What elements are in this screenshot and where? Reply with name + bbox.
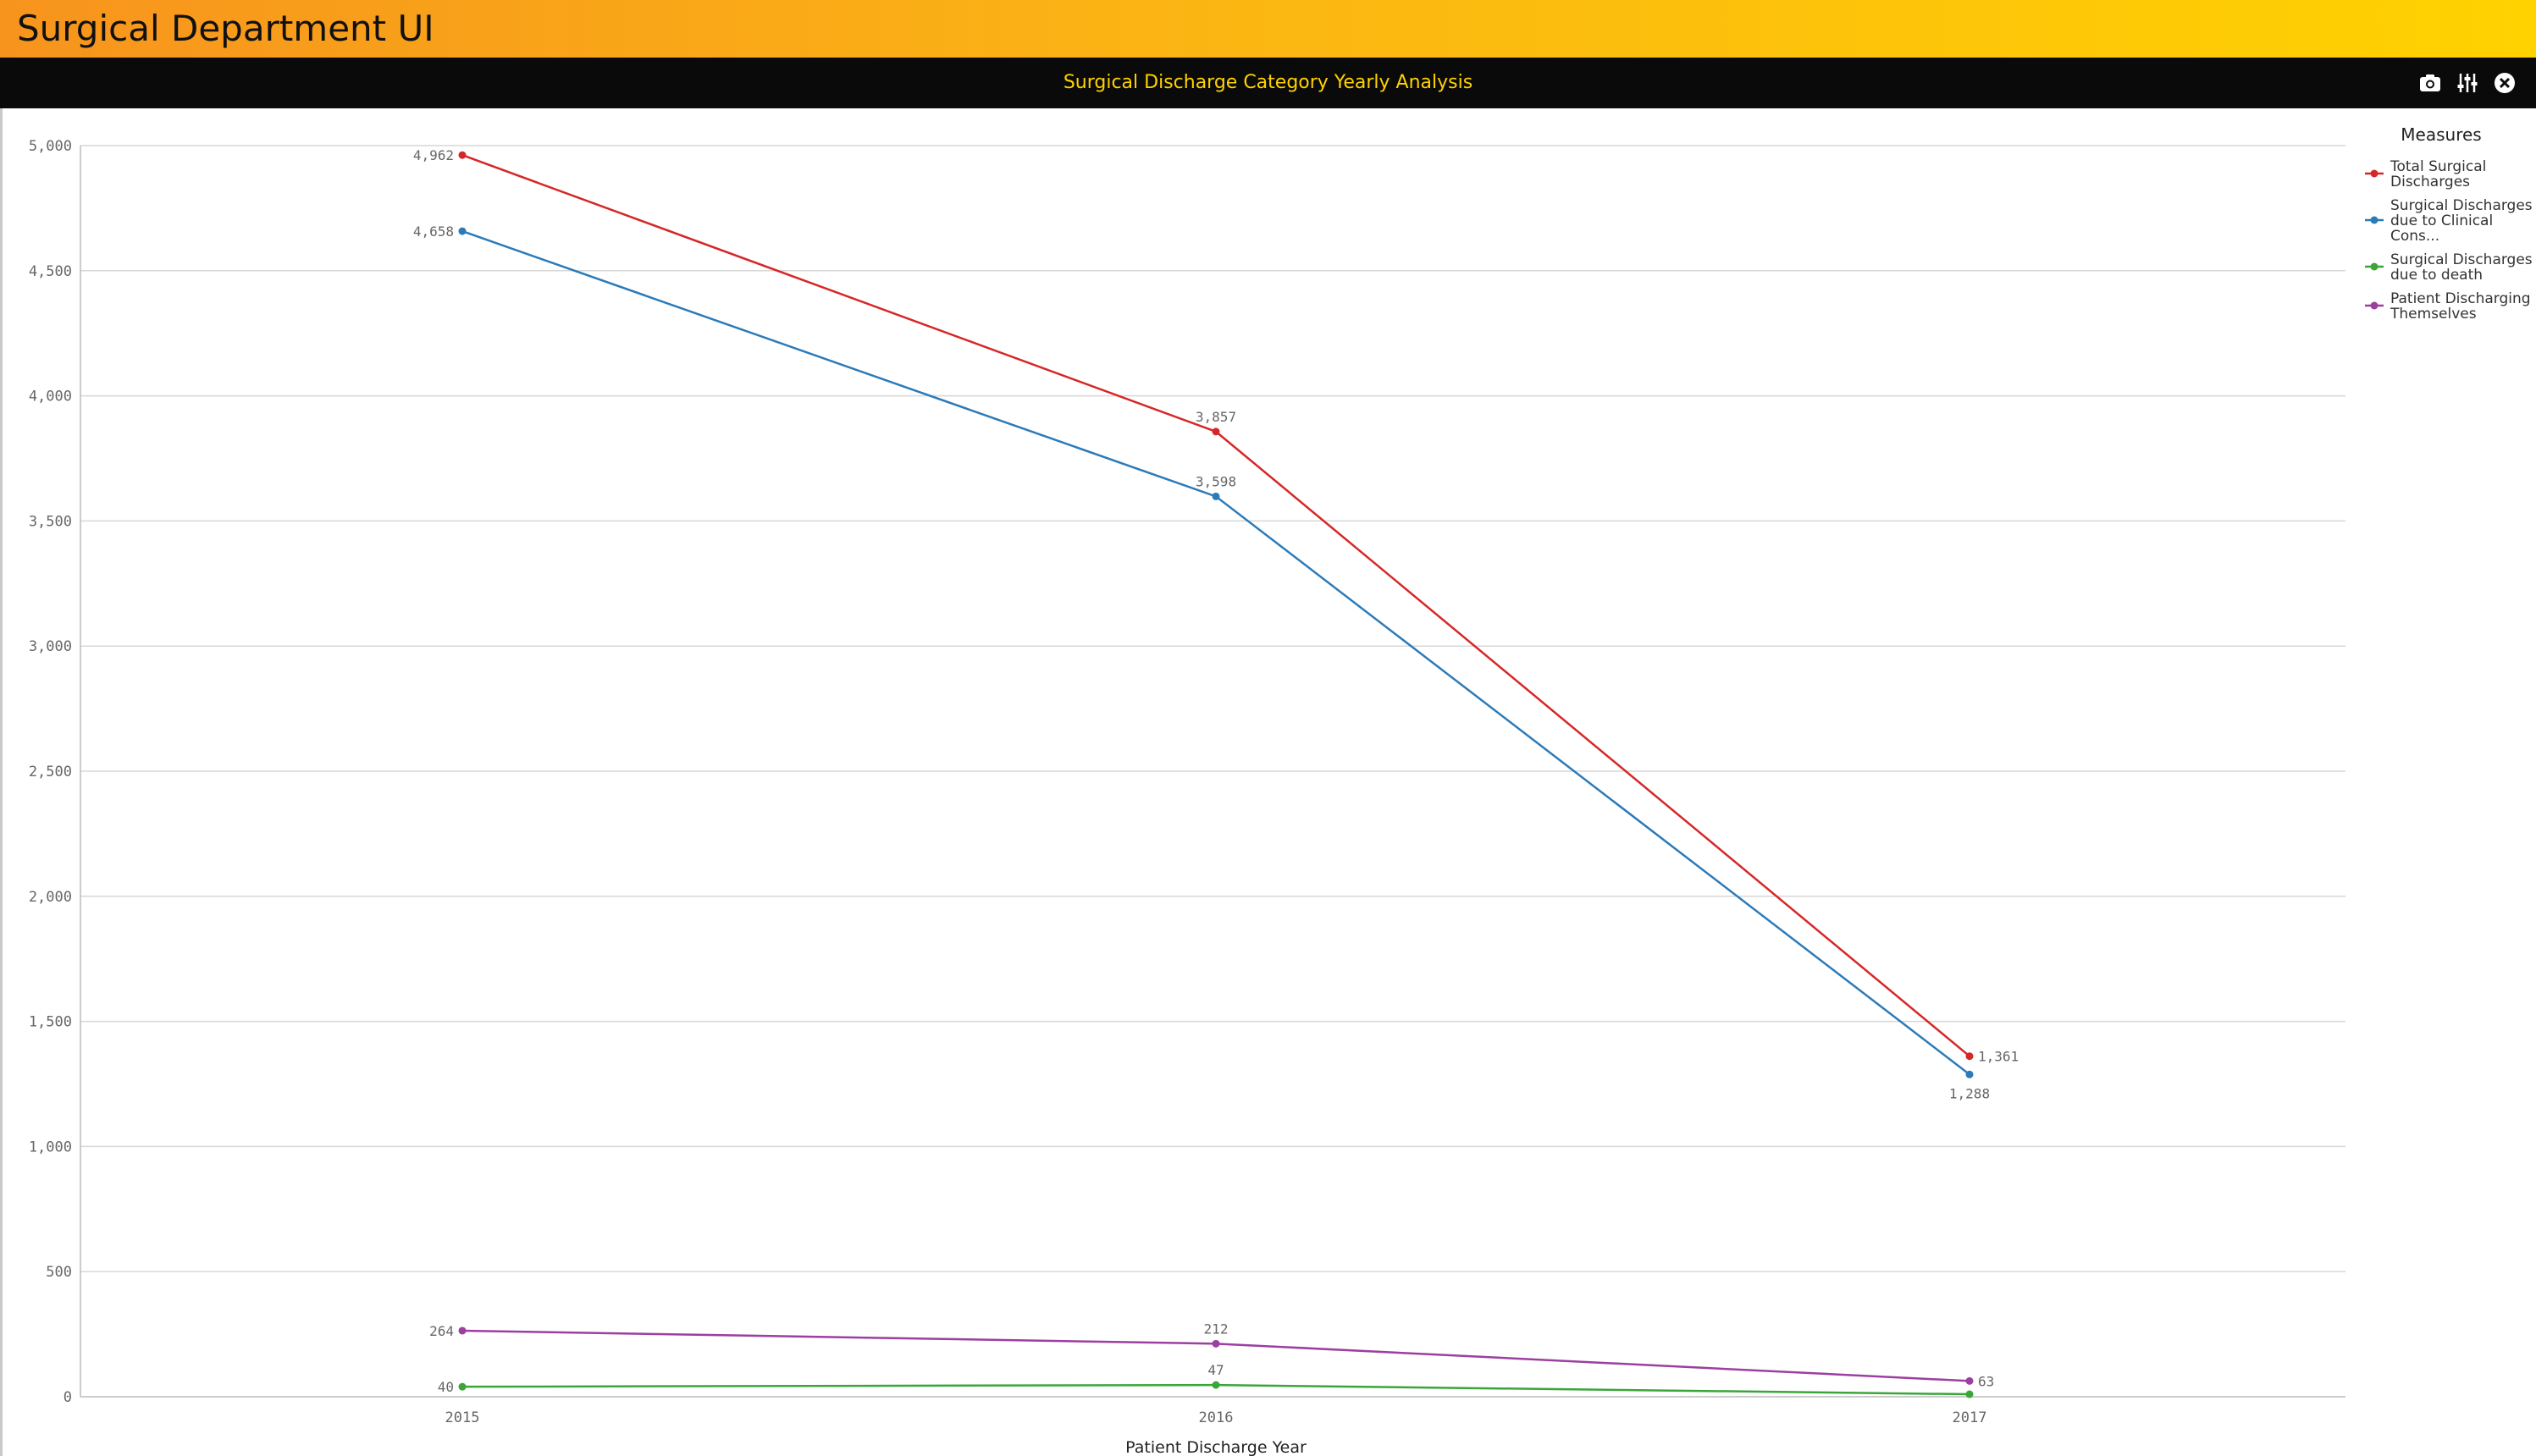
app-header: Surgical Department UI <box>0 0 2536 58</box>
y-tick-label: 2,000 <box>29 889 72 906</box>
data-label: 3,598 <box>1196 473 1236 489</box>
data-point <box>1965 1070 1974 1078</box>
camera-icon[interactable] <box>2417 70 2443 96</box>
legend-entry-text: due to Clinical <box>2390 212 2493 229</box>
data-label: 63 <box>1978 1373 1994 1389</box>
legend-swatch-dot <box>2370 262 2379 271</box>
data-point <box>1212 1381 1220 1389</box>
legend-entry-text: Discharges <box>2390 174 2470 190</box>
data-label: 4,962 <box>413 147 454 163</box>
x-tick-label: 2017 <box>1953 1409 1987 1426</box>
y-tick-label: 5,000 <box>29 138 72 155</box>
y-tick-label: 4,500 <box>29 263 72 280</box>
panel-title: Surgical Discharge Category Yearly Analy… <box>1063 72 1473 93</box>
legend-entry-text: Surgical Discharges <box>2390 197 2533 214</box>
legend-swatch-dot <box>2370 301 2379 310</box>
data-label: 264 <box>429 1323 454 1339</box>
legend-entry-text: Total Surgical <box>2390 158 2486 175</box>
y-tick-label: 3,000 <box>29 638 72 655</box>
data-point <box>1965 1052 1974 1061</box>
data-label: 40 <box>438 1379 454 1395</box>
app-title: Surgical Department UI <box>17 8 434 49</box>
chart-container: 0 500 1,000 1,500 2,000 2,500 3,000 3,500 4,000 4… <box>0 108 2536 1456</box>
legend-entry-text: Surgical Discharges <box>2390 251 2533 268</box>
legend-entry-text: Themselves <box>2390 306 2477 323</box>
data-label: 1,361 <box>1978 1049 2019 1065</box>
data-point <box>1965 1390 1974 1398</box>
y-tick-label: 500 <box>46 1264 72 1281</box>
panel-header: Surgical Discharge Category Yearly Analy… <box>0 58 2536 108</box>
legend-entry-text: Cons... <box>2390 228 2439 245</box>
series-line <box>461 154 1970 1057</box>
legend-swatch-dot <box>2370 169 2379 178</box>
y-tick-label: 1,500 <box>29 1014 72 1031</box>
legend-entry-text: Patient Discharging <box>2390 290 2531 307</box>
data-point <box>458 1382 467 1391</box>
panel-toolbar <box>2417 69 2517 97</box>
series-line <box>461 229 1970 1076</box>
data-label: 212 <box>1204 1321 1229 1337</box>
legend-swatch-dot <box>2370 216 2379 224</box>
close-icon[interactable] <box>2492 70 2517 96</box>
legend-entry-text: due to death <box>2390 267 2483 284</box>
y-tick-label: 4,000 <box>29 389 72 405</box>
data-point <box>1212 1339 1220 1348</box>
line-chart: 0 500 1,000 1,500 2,000 2,500 3,000 3,500 4,000 4… <box>29 124 2533 1456</box>
data-point <box>458 151 467 159</box>
x-tick-label: 2016 <box>1199 1409 1234 1426</box>
legend-title: Measures <box>2401 124 2481 145</box>
y-tick-label: 0 <box>64 1389 72 1406</box>
data-label: 47 <box>1207 1362 1224 1378</box>
y-tick-label: 1,000 <box>29 1139 72 1155</box>
x-tick-label: 2015 <box>445 1409 480 1426</box>
x-axis-label: Patient Discharge Year <box>1125 1438 1307 1456</box>
data-point <box>1212 492 1220 500</box>
data-label: 1,288 <box>1949 1085 1990 1101</box>
y-tick-label: 3,500 <box>29 513 72 530</box>
data-label: 4,658 <box>413 223 454 240</box>
data-label: 3,857 <box>1196 409 1236 425</box>
sliders-icon[interactable] <box>2455 70 2480 96</box>
data-point <box>458 1326 467 1335</box>
y-tick-label: 2,500 <box>29 764 72 780</box>
data-point <box>1965 1376 1974 1385</box>
data-point <box>1212 427 1220 436</box>
data-point <box>458 227 467 235</box>
